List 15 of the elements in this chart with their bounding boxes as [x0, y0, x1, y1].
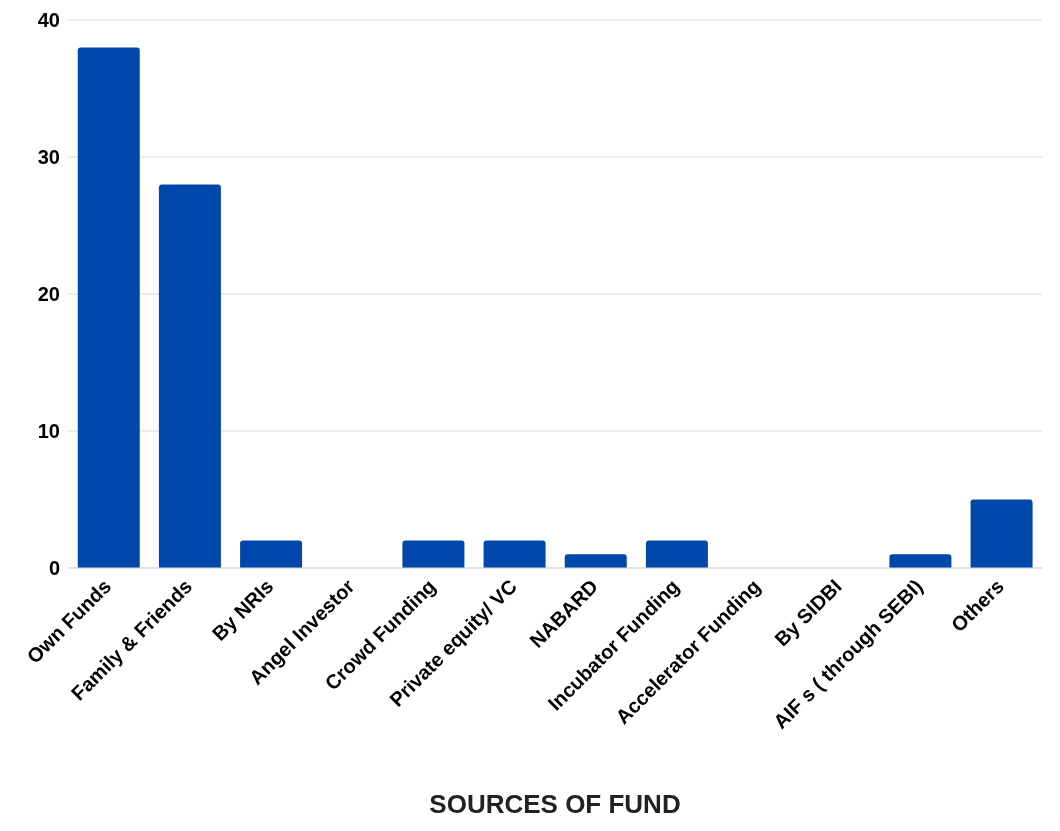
bar [889, 554, 952, 568]
bar [970, 499, 1033, 568]
bar [77, 47, 140, 568]
y-tick-label: 40 [37, 9, 60, 32]
y-tick-label: 30 [37, 146, 60, 169]
bar [158, 184, 221, 568]
bar [402, 540, 465, 568]
y-tick-label: 10 [37, 420, 60, 443]
y-tick-label: 0 [48, 557, 60, 580]
y-tick-label: 20 [37, 283, 60, 306]
bar [240, 540, 303, 568]
bar [645, 540, 708, 568]
x-axis-title: SOURCES OF FUND [429, 789, 681, 819]
bar [564, 554, 627, 568]
bar [483, 540, 546, 568]
